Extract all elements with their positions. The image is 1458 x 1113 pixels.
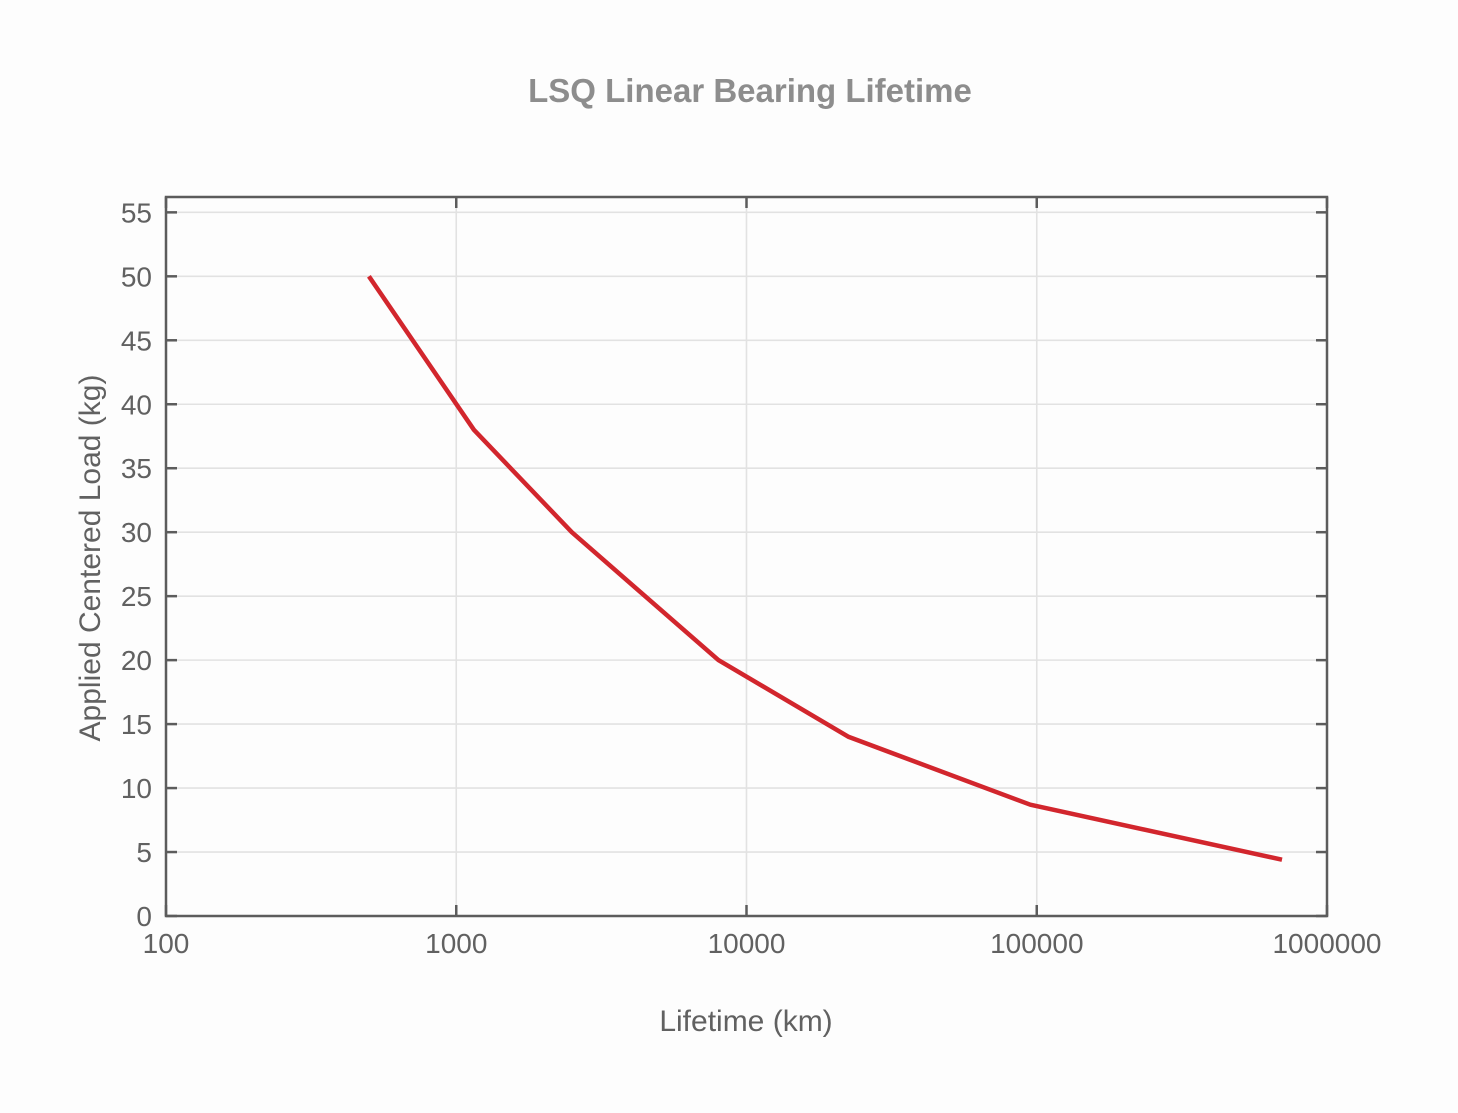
y-tick-label: 30 (121, 517, 152, 548)
y-tick-label: 10 (121, 773, 152, 804)
x-tick-label: 10000 (708, 928, 786, 959)
y-axis-title: Applied Centered Load (kg) (74, 374, 107, 742)
y-tick-label: 0 (136, 901, 152, 932)
y-tick-label: 20 (121, 645, 152, 676)
chart-title: LSQ Linear Bearing Lifetime (528, 72, 972, 109)
y-tick-label: 50 (121, 261, 152, 292)
y-tick-label: 15 (121, 709, 152, 740)
y-tick-label: 5 (136, 837, 152, 868)
y-tick-label: 45 (121, 325, 152, 356)
y-tick-label: 35 (121, 453, 152, 484)
x-tick-label: 100 (143, 928, 190, 959)
y-tick-label: 40 (121, 389, 152, 420)
lifetime-curve (367, 275, 1283, 862)
x-tick-label: 1000000 (1272, 928, 1381, 959)
x-tick-label: 100000 (990, 928, 1083, 959)
y-tick-label: 55 (121, 197, 152, 228)
y-tick-label: 25 (121, 581, 152, 612)
x-axis-title: Lifetime (km) (659, 1005, 833, 1038)
x-tick-label: 1000 (425, 928, 487, 959)
